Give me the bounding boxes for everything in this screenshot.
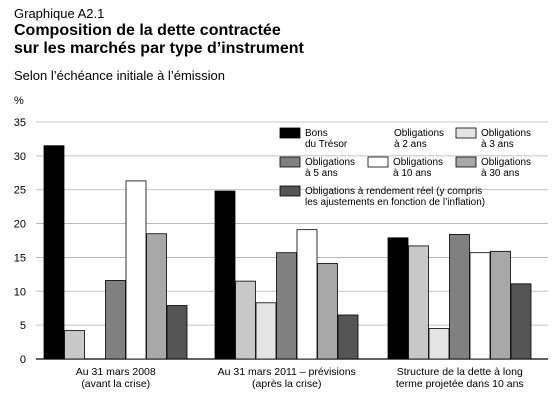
- chart-title-line-1: Composition de la dette contractée: [14, 22, 281, 39]
- legend-label: du Trésor: [305, 139, 348, 150]
- legend-label: les ajustements en fonction de l’inflati…: [305, 197, 485, 208]
- bar: [146, 233, 167, 360]
- bar: [255, 302, 277, 360]
- chart-subtitle: Selon l’échéance initiale à l’émission: [14, 68, 226, 83]
- category-label: Au 31 mars 2011 – prévisions: [218, 366, 356, 378]
- bar: [125, 180, 147, 360]
- bar: [317, 263, 338, 360]
- legend-label: Obligations à rendement réel (y compris: [305, 186, 482, 197]
- legend-label: Obligations: [481, 157, 531, 168]
- y-tick-label: 15: [14, 252, 26, 264]
- legend-label: Obligations: [393, 157, 443, 168]
- legend-label: à 5 ans: [305, 168, 338, 179]
- chart-title: Composition de la dette contractée sur l…: [14, 22, 454, 58]
- category-label: (après la crise): [252, 378, 321, 390]
- y-tick-label: 20: [14, 219, 26, 231]
- category-label: terme projetée dans 10 ans: [396, 378, 524, 390]
- bars: [43, 145, 532, 360]
- legend-label: à 3 ans: [481, 139, 514, 150]
- legend-swatch: [279, 156, 301, 168]
- y-tick-label: 25: [14, 185, 26, 197]
- y-axis-ticks: 0 5 10 15 20 25 30 35: [14, 117, 26, 366]
- bar: [296, 229, 318, 360]
- legend-label: Bons: [305, 128, 328, 139]
- legend-swatch: [455, 127, 477, 139]
- x-axis-categories: Au 31 mars 2008(avant la crise) Au 31 mar…: [76, 366, 524, 390]
- legend-label: à 30 ans: [481, 168, 519, 179]
- bar: [490, 250, 511, 360]
- bar: [449, 234, 470, 360]
- bar: [387, 237, 409, 360]
- bar: [64, 330, 85, 360]
- legend-swatch: [455, 156, 477, 168]
- bar: [105, 280, 126, 360]
- legend-label: à 10 ans: [393, 168, 431, 179]
- legend-label: Obligations: [394, 128, 444, 139]
- bar: [428, 328, 450, 360]
- category-label: (avant la crise): [81, 378, 150, 390]
- bar: [337, 314, 359, 360]
- legend-label: Obligations: [481, 128, 531, 139]
- bar: [469, 252, 491, 360]
- y-tick-label: 35: [14, 117, 26, 129]
- legend-swatch: [279, 127, 301, 139]
- bar: [510, 283, 532, 360]
- bar: [214, 190, 236, 360]
- bar: [235, 280, 256, 360]
- legend-swatch: [367, 156, 389, 168]
- bar: [43, 145, 65, 360]
- bar: [408, 245, 429, 360]
- y-tick-label: 30: [14, 151, 26, 163]
- bar: [166, 305, 188, 360]
- legend-swatch: [279, 185, 301, 197]
- bar: [276, 252, 297, 360]
- y-axis-label: %: [14, 95, 24, 107]
- category-label: Au 31 mars 2008: [76, 366, 156, 378]
- graphic-label: Graphique A2.1: [14, 6, 105, 21]
- y-tick-label: 10: [14, 286, 26, 298]
- y-tick-label: 0: [20, 354, 26, 366]
- legend-label: Obligations: [305, 157, 355, 168]
- chart-title-line-2: sur les marchés par type d’instrument: [14, 40, 304, 57]
- legend-label: à 2 ans: [394, 139, 427, 150]
- category-label: Structure de la dette à long: [397, 366, 523, 378]
- y-tick-label: 5: [20, 320, 26, 332]
